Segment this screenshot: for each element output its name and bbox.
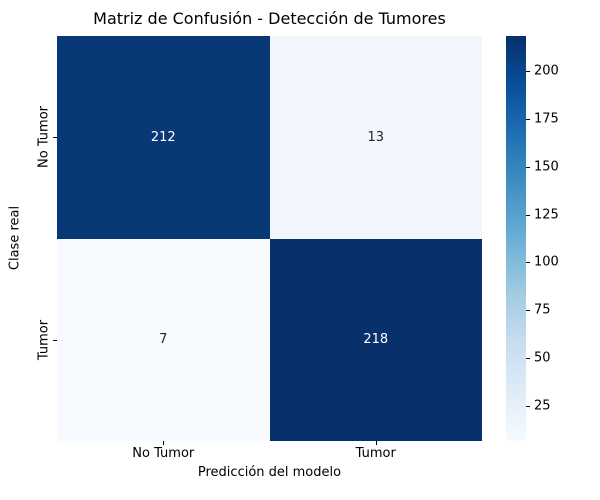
x-tick-label: No Tumor (132, 446, 195, 461)
colorbar-tick-label: 175 (534, 111, 559, 127)
colorbar-tick-mark (526, 262, 530, 264)
y-axis-label: Clase real (7, 205, 23, 271)
heatmap-cell-no-tumor-tumor: 13 (269, 36, 482, 239)
cell-value: 212 (150, 129, 176, 145)
colorbar-tick-mark (526, 118, 530, 120)
heatmap-cell-no-tumor-no-tumor: 212 (57, 36, 270, 239)
colorbar-tick-label: 100 (534, 254, 559, 270)
cell-value: 218 (363, 332, 389, 348)
colorbar-tick-label: 125 (534, 207, 559, 222)
colorbar-tick-mark (526, 70, 530, 72)
x-axis-label: Predicción del modelo (197, 465, 342, 480)
colorbar-tick-label: 200 (534, 63, 559, 79)
x-tick-mark (163, 441, 165, 445)
heatmap-cell-tumor-tumor: 218 (269, 238, 482, 441)
colorbar-tick-label: 25 (534, 398, 551, 414)
colorbar-tick-label: 75 (534, 302, 551, 318)
colorbar-tick-mark (526, 214, 530, 216)
colorbar-tick-label: 50 (534, 350, 551, 366)
colorbar-tick-mark (526, 166, 530, 168)
x-tick-mark (375, 441, 377, 445)
y-tick-label: No Tumor (36, 106, 52, 169)
heatmap-cell-tumor-no-tumor: 7 (57, 238, 270, 441)
x-tick-label: Tumor (355, 446, 396, 461)
cell-value: 7 (159, 332, 168, 348)
y-tick-mark (53, 339, 57, 341)
chart-title: Matriz de Confusión - Detección de Tumor… (93, 9, 446, 28)
colorbar-tick-label: 150 (534, 159, 559, 175)
colorbar-tick-mark (526, 310, 530, 312)
cell-value: 13 (367, 129, 385, 145)
y-tick-label: Tumor (36, 319, 52, 360)
colorbar-tick-mark (526, 406, 530, 408)
heatmap-plot-area: 212 13 7 218 (57, 36, 482, 441)
colorbar-tick-mark (526, 358, 530, 360)
y-tick-mark (53, 137, 57, 139)
colorbar (506, 36, 526, 441)
